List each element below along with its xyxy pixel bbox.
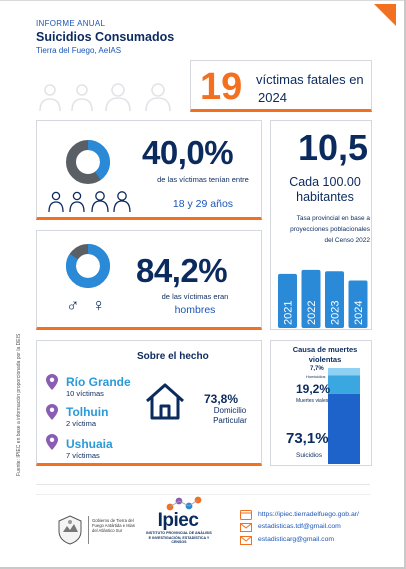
email-link[interactable]: estadisticarg@gmail.com — [258, 536, 335, 543]
female-icon: ♀ — [92, 295, 106, 315]
email-icon — [240, 523, 252, 532]
org-name: Ipiec — [157, 510, 199, 531]
home-percent: 73,8% — [204, 392, 239, 406]
male-icon: ♂ — [66, 295, 80, 315]
people-group-icon — [48, 191, 131, 213]
causa-label: Suicidios — [296, 452, 323, 459]
rate-number: 10,5 — [298, 127, 369, 168]
government-name: Gobierno de Tierra del Fuego Antártida e… — [92, 518, 135, 533]
house-icon — [146, 383, 184, 420]
email-icon — [240, 536, 252, 545]
web-icon — [240, 510, 252, 520]
location-name: Río Grande — [66, 375, 131, 389]
location-count: 10 víctimas — [66, 389, 104, 398]
victims-text: víctimas fatales en — [256, 72, 364, 87]
location-pin-icon — [46, 404, 58, 420]
crest-divider — [88, 516, 89, 544]
top-border — [0, 0, 404, 1]
report-title: Suicidios Consumados — [36, 30, 175, 44]
sobre-card — [36, 340, 262, 466]
corner-accent — [374, 4, 396, 26]
causa-label: Homicidios — [306, 374, 326, 379]
gender-donut-chart — [66, 244, 110, 288]
age-range: 18 y 29 años — [172, 198, 234, 210]
rate-note: Tasa provincial en base a proyecciones p… — [290, 215, 370, 244]
home-label: Domicilio Particular — [213, 406, 247, 425]
email-link[interactable]: estadisticas.tdf@gmail.com — [258, 523, 341, 530]
report-type: INFORME ANUAL — [36, 19, 106, 28]
age-donut-share — [66, 140, 110, 184]
sobre-title: Sobre el hecho — [137, 351, 209, 362]
source-note: Fuente: IPIEC en base a información prop… — [14, 326, 24, 476]
causa-value: 73,1% — [286, 430, 329, 447]
rate-bar-year: 2021 — [283, 301, 295, 325]
location-count: 7 víctimas — [66, 451, 100, 460]
location-count: 2 víctima — [66, 419, 97, 428]
victims-year: 2024 — [258, 90, 287, 105]
footer — [36, 494, 370, 558]
location-name: Ushuaia — [66, 437, 113, 451]
people-illustration-icon — [39, 83, 171, 112]
causa-title: Causa de muertes violentas — [292, 345, 358, 364]
gender-percent: 84,2% — [136, 252, 228, 289]
location-name: Tolhuin — [66, 405, 109, 419]
rate-bar — [278, 273, 297, 328]
rate-bar-year: 2022 — [306, 301, 318, 325]
location-pin-icon — [46, 374, 58, 390]
rate-bar — [301, 269, 321, 328]
ipiec-logo-icon — [166, 496, 202, 511]
causa-segment — [328, 375, 360, 394]
rate-bar-year: 2023 — [330, 301, 342, 325]
age-donut-chart — [66, 140, 110, 184]
causa-segment — [328, 368, 360, 376]
location-pin-icon — [46, 434, 58, 450]
gender-donut-share — [66, 244, 110, 288]
victims-card — [190, 60, 372, 112]
gender-word: hombres — [174, 304, 216, 316]
age-percent: 40,0% — [142, 134, 234, 171]
gender-text: de las víctimas eran — [161, 292, 229, 301]
causa-value: 19,2% — [296, 382, 331, 396]
victims-number: 19 — [200, 66, 243, 108]
web-link[interactable]: https://ipiec.tierradelfuego.gob.ar/ — [258, 511, 359, 518]
causa-label: Muertes viales — [296, 398, 329, 404]
causa-value: 7,7% — [310, 366, 324, 372]
footer-divider — [36, 484, 370, 485]
rate-bar — [348, 280, 368, 328]
rate-per: Cada 100.00 habitantes — [289, 175, 361, 204]
causa-segment — [328, 393, 360, 464]
government-crest-icon — [58, 515, 82, 545]
org-full-name: INSTITUTO PROVINCIAL DE ANÁLISIS E INVES… — [146, 531, 212, 544]
gender-card — [36, 230, 262, 330]
source-note-text: Fuente: IPIEC en base a información prop… — [16, 333, 22, 476]
rate-bar — [325, 271, 344, 328]
age-text: de las víctimas tenían entre — [157, 175, 249, 184]
causa-stacked-bar — [328, 368, 360, 464]
rate-bar-year: 2024 — [353, 301, 365, 325]
report-subtitle: Tierra del Fuego, AeIAS — [36, 46, 122, 55]
rate-bars-chart: 2021 2022 2023 2024 — [278, 269, 368, 328]
